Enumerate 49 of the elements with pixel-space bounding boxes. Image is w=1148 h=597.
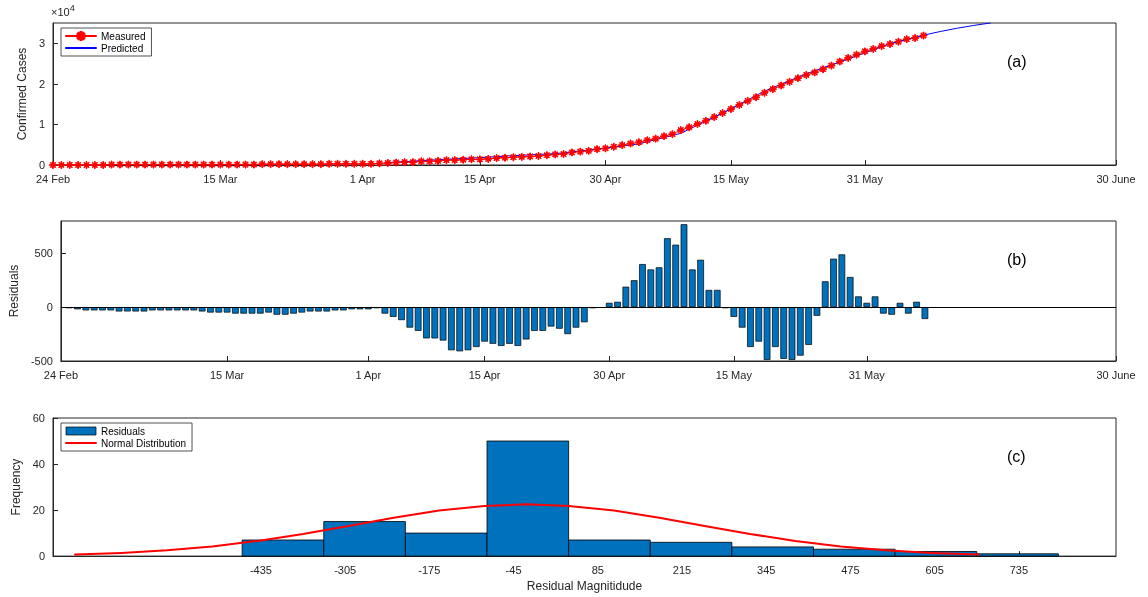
y-tick-label: 60 <box>32 412 45 424</box>
y-tick-label: 1 <box>38 118 45 131</box>
y-axis-title: Residuals <box>7 264 21 318</box>
x-tick-label: 1 Apr <box>355 368 382 381</box>
x-tick-label: 475 <box>841 563 860 576</box>
x-tick-label: -175 <box>418 563 441 576</box>
x-tick-label: 735 <box>1009 563 1029 576</box>
y-tick-label: 0 <box>46 301 53 314</box>
x-tick-label: 215 <box>672 563 692 576</box>
annotation: (a) <box>1007 53 1027 71</box>
x-tick-label: 605 <box>925 563 944 576</box>
x-tick-label: 31 May <box>848 368 886 381</box>
y-tick-label: 0 <box>38 550 45 563</box>
y-tick-label: 500 <box>34 247 53 260</box>
y-tick-label: 40 <box>32 458 45 471</box>
y-tick-label: 0 <box>38 159 45 171</box>
x-axis-title: Residual Magnitidude <box>526 579 643 593</box>
y-axis-title: Frequency <box>8 458 23 516</box>
annotation: (c) <box>1007 448 1026 466</box>
x-tick-label: 15 May <box>712 172 750 185</box>
legend-label: Measured <box>101 30 146 42</box>
y-tick-label: -500 <box>30 355 53 367</box>
legend-label: Residuals <box>101 425 145 437</box>
legend-label: Normal Distribution <box>101 437 187 449</box>
x-tick-label: 1 Apr <box>349 172 376 185</box>
x-tick-label: -435 <box>249 563 272 576</box>
x-tick-label: 30 June <box>1096 368 1136 381</box>
y-tick-label: 3 <box>38 37 45 50</box>
x-tick-label: 24 Feb <box>35 172 71 185</box>
x-tick-label: 30 Apr <box>589 172 622 185</box>
y-tick-label: 20 <box>32 504 45 517</box>
y-axis-title: Confirmed Cases <box>14 47 29 141</box>
x-tick-label: 345 <box>757 563 776 576</box>
x-tick-label: 24 Feb <box>43 368 79 381</box>
x-tick-label: 31 May <box>846 172 884 185</box>
x-tick-label: 15 May <box>715 368 753 381</box>
x-tick-label: 30 Apr <box>593 368 626 381</box>
x-tick-label: 15 Mar <box>209 368 245 381</box>
text: ×10$^{4}$ <box>51 3 75 18</box>
x-tick-label: 15 Apr <box>468 368 501 381</box>
x-tick-label: 15 Apr <box>463 172 497 185</box>
x-tick-label: -305 <box>334 563 357 576</box>
x-tick-label: 30 June <box>1096 172 1136 185</box>
x-tick-label: -45 <box>505 563 522 576</box>
annotation: (b) <box>1007 251 1027 269</box>
x-tick-label: 15 Mar <box>203 172 238 185</box>
y-tick-label: 2 <box>38 77 45 90</box>
legend-label: Predicted <box>101 42 144 54</box>
x-tick-label: 85 <box>591 563 604 576</box>
